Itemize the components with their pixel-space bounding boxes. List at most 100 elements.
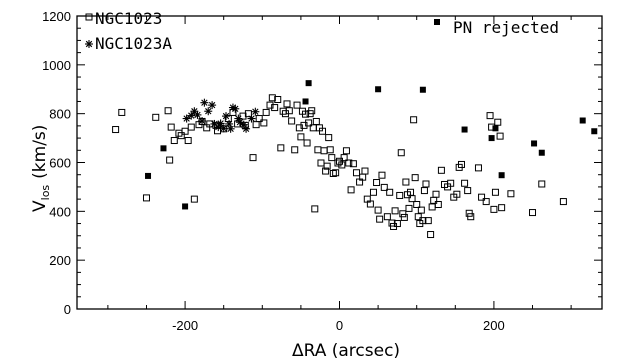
open-square-point <box>432 190 440 198</box>
open-square-point <box>319 127 327 135</box>
open-square-point <box>383 213 391 221</box>
open-square-point <box>305 119 313 127</box>
open-square-point <box>498 204 506 212</box>
open-square-point <box>184 137 192 145</box>
open-square-point <box>181 127 189 135</box>
x-tick-label: 200 <box>483 318 505 333</box>
open-square-point <box>386 188 394 196</box>
filled-square-point <box>531 140 538 147</box>
asterisk-point <box>231 104 240 113</box>
open-square-point <box>262 108 270 116</box>
legend: NGC1023 NGC1023A PN rejected <box>85 9 559 53</box>
open-square-point <box>142 194 150 202</box>
open-square-point <box>366 200 374 208</box>
open-square-point <box>326 146 334 154</box>
x-tick-label: 0 <box>336 318 343 333</box>
series-ngc1023a <box>182 98 260 133</box>
y-tick-label: 200 <box>49 253 71 268</box>
open-square-point <box>249 154 257 162</box>
open-square-point <box>323 162 331 170</box>
y-axis-title-unit: (km/s) <box>30 125 50 179</box>
open-square-point <box>277 144 285 152</box>
filled-square-point <box>160 145 167 152</box>
open-square-point <box>467 213 475 221</box>
open-square-point <box>268 94 276 102</box>
asterisk-point <box>242 124 251 133</box>
open-square-point <box>166 156 174 164</box>
axis-ticks <box>77 15 602 310</box>
asterisk-point <box>200 98 209 107</box>
open-square-point <box>317 159 325 167</box>
open-square-point <box>312 117 320 125</box>
open-square-point <box>399 210 407 218</box>
open-square-point <box>300 121 308 129</box>
filled-square-point <box>498 172 505 179</box>
open-square-point <box>308 107 316 115</box>
open-square-point <box>190 195 198 203</box>
open-square-point <box>328 154 336 162</box>
open-square-point <box>414 213 422 221</box>
open-square-point <box>295 124 303 132</box>
asterisk-point <box>204 107 213 116</box>
asterisk-point <box>251 107 260 116</box>
open-square-point <box>260 119 268 127</box>
open-square-point <box>482 198 490 206</box>
open-square-point <box>279 107 287 115</box>
open-square-point <box>437 166 445 174</box>
open-square-point <box>266 101 274 109</box>
y-axis-title-main: V <box>30 200 50 212</box>
filled-square-point <box>419 86 426 93</box>
open-square-point <box>380 183 388 191</box>
open-square-point <box>167 123 175 131</box>
open-square-point <box>311 205 319 213</box>
open-square-point <box>529 209 537 217</box>
open-square-point <box>428 203 436 211</box>
asterisk-point <box>247 114 256 123</box>
open-square-point <box>244 110 252 118</box>
legend-filled-square-icon <box>434 19 440 25</box>
open-square-point <box>352 169 360 177</box>
open-square-point <box>494 118 502 126</box>
open-square-point <box>447 179 455 187</box>
y-axis-title-sub: los <box>39 185 52 201</box>
filled-square-point <box>461 126 468 133</box>
open-square-point <box>152 113 160 121</box>
open-square-point <box>349 160 357 168</box>
open-square-point <box>397 149 405 157</box>
open-square-point <box>234 120 242 128</box>
open-square-point <box>322 167 330 175</box>
y-tick-labels: 0 200 400 600 800 1000 1200 <box>42 9 71 317</box>
asterisk-point <box>226 124 235 133</box>
open-square-point <box>427 231 435 239</box>
open-square-point <box>291 146 299 154</box>
open-square-point <box>410 116 418 124</box>
open-square-point <box>288 117 296 125</box>
open-square-point <box>373 179 381 187</box>
filled-square-point <box>305 80 312 87</box>
filled-square-point <box>145 172 152 179</box>
open-square-point <box>345 159 353 167</box>
legend-label-ngc1023: NGC1023 <box>95 9 162 28</box>
open-square-point <box>271 104 279 112</box>
asterisk-point <box>182 114 191 123</box>
open-square-point <box>490 205 498 213</box>
open-square-point <box>293 101 301 109</box>
open-square-point <box>457 160 465 168</box>
open-square-point <box>378 171 386 179</box>
open-square-point <box>334 159 342 167</box>
open-square-point <box>170 137 178 145</box>
open-square-point <box>411 174 419 182</box>
open-square-point <box>175 129 183 137</box>
open-square-point <box>417 206 425 214</box>
filled-square-point <box>488 135 495 142</box>
open-square-point <box>340 154 348 162</box>
open-square-point <box>187 123 195 131</box>
open-square-point <box>507 190 515 198</box>
open-square-point <box>434 200 442 208</box>
open-square-point <box>408 195 416 203</box>
y-tick-label: 400 <box>49 204 71 219</box>
open-square-point <box>118 108 126 116</box>
open-square-point <box>274 96 282 104</box>
open-square-point <box>332 169 340 177</box>
